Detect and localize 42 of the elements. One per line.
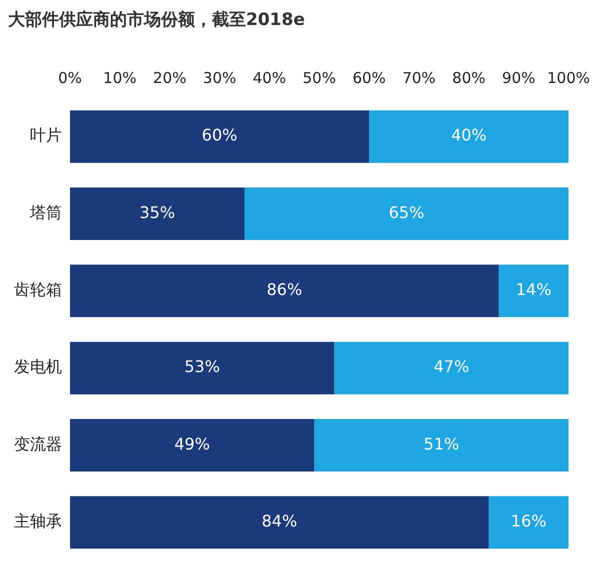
y-tick-label: 变流器 — [14, 434, 62, 454]
y-tick-label: 塔筒 — [29, 202, 62, 222]
y-tick-label: 齿轮箱 — [14, 280, 62, 300]
data-label: 51% — [424, 434, 460, 454]
x-tick-label: 80% — [452, 68, 486, 87]
bar — [369, 110, 569, 163]
data-label: 14% — [516, 280, 552, 300]
bar — [70, 188, 244, 240]
bar — [70, 110, 370, 163]
x-tick-label: 90% — [502, 68, 536, 87]
y-tick-label: 叶片 — [30, 126, 62, 145]
x-tick-label: 100% — [547, 68, 590, 87]
x-tick-label: 50% — [302, 68, 336, 87]
x-tick-label: 60% — [352, 68, 386, 87]
x-tick-label: 20% — [153, 68, 186, 87]
bar — [334, 342, 569, 394]
data-label: 35% — [139, 202, 176, 222]
chart-title: 大部件供应商的市场份额，截至2018e — [8, 9, 305, 31]
x-tick-label: 10% — [103, 68, 137, 87]
bar — [498, 264, 569, 318]
data-label: 84% — [262, 512, 298, 531]
bar — [70, 342, 334, 394]
data-label: 49% — [174, 434, 210, 454]
data-label: 86% — [266, 280, 302, 300]
y-tick-label: 主轴承 — [14, 512, 62, 531]
bar — [70, 496, 489, 549]
bar — [314, 419, 569, 472]
x-tick-label: 70% — [402, 68, 436, 87]
x-tick-label: 40% — [252, 68, 286, 87]
data-label: 47% — [434, 357, 470, 376]
data-label: 40% — [451, 126, 487, 145]
bar — [244, 188, 569, 240]
bar — [488, 496, 569, 549]
data-label: 60% — [202, 126, 238, 145]
y-tick-label: 发电机 — [14, 357, 62, 376]
x-tick-label: 0% — [58, 68, 82, 87]
bar — [70, 419, 314, 472]
data-label: 16% — [510, 512, 546, 531]
bar — [70, 264, 499, 318]
data-label: 53% — [184, 357, 220, 376]
x-tick-label: 30% — [202, 68, 236, 87]
data-label: 65% — [388, 202, 424, 222]
